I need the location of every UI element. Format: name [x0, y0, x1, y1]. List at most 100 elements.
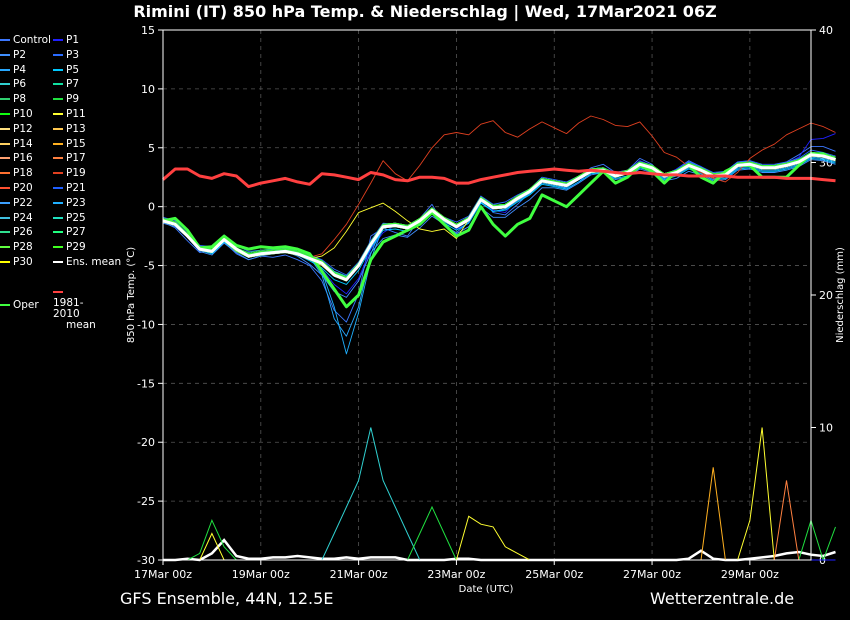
legend-label: P30: [13, 256, 33, 268]
legend-label: P3: [66, 48, 80, 61]
legend-swatch: [53, 187, 63, 189]
temperature-series: [162, 115, 837, 355]
legend-label: P16: [13, 152, 33, 165]
legend-item-p20: P20: [0, 181, 33, 195]
legend-item-control: Control: [0, 33, 51, 47]
x-tick-label: 25Mar 00z: [525, 568, 583, 581]
legend-item-p27: P27: [53, 225, 86, 239]
legend-label: P27: [66, 226, 86, 239]
x-tick-label: 21Mar 00z: [330, 568, 388, 581]
legend-item-p26: P26: [0, 225, 33, 239]
legend-label: 1981-2010 mean: [53, 297, 96, 331]
legend-swatch: [0, 246, 10, 249]
legend-label: Ens. mean: [66, 256, 122, 268]
legend-swatch: [53, 157, 63, 160]
y2-tick-label: 20: [819, 289, 833, 302]
legend-item-p7: P7: [53, 77, 79, 91]
legend-swatch: [53, 201, 63, 204]
legend-item-p1: P1: [53, 33, 79, 47]
legend-label: P13: [66, 122, 86, 135]
legend-label: P21: [66, 182, 86, 194]
legend-item-p12: P12: [0, 122, 33, 136]
y-tick-label: -15: [137, 377, 155, 390]
precip-line-p6: [163, 427, 836, 561]
legend-label: P9: [66, 93, 80, 106]
legend-item-p30: P30: [0, 255, 33, 269]
legend-swatch: [0, 187, 10, 189]
legend-item-p22: P22: [0, 196, 33, 210]
legend-label: P26: [13, 226, 33, 239]
y-tick-label: -5: [144, 260, 155, 273]
footer-site-credit[interactable]: Wetterzentrale.de: [650, 589, 795, 608]
legend-label: P14: [13, 137, 33, 150]
legend-swatch: [53, 216, 63, 219]
y-tick-label: -30: [137, 554, 155, 567]
plot-frame: [162, 29, 812, 561]
legend-swatch: [0, 201, 10, 204]
legend-item-p5: P5: [53, 63, 79, 77]
legend-item-p16: P16: [0, 151, 33, 165]
legend-swatch: [0, 172, 10, 175]
legend-swatch: [53, 142, 63, 145]
legend-label: P10: [13, 108, 33, 120]
grid-lines: [162, 29, 811, 561]
precipitation-series: [163, 427, 836, 562]
legend-item-p15: P15: [53, 137, 86, 151]
legend-item-p23: P23: [53, 196, 86, 210]
y-axis-label: 850 hPa Temp. (°C): [126, 247, 137, 343]
legend-label: P29: [66, 241, 86, 254]
legend-swatch: [0, 113, 10, 115]
series-line-oper: [162, 152, 837, 309]
legend-label: P15: [66, 137, 86, 150]
legend-label: P28: [13, 241, 33, 254]
legend-swatch: [53, 231, 63, 234]
legend-label: Control: [13, 34, 51, 46]
y-tick-label: -25: [137, 495, 155, 508]
legend-swatch: [0, 157, 10, 160]
x-tick-label: 23Mar 00z: [427, 568, 485, 581]
legend-swatch: [0, 142, 10, 145]
legend-label: P18: [13, 167, 33, 180]
legend-label: P7: [66, 78, 80, 91]
legend-swatch: [0, 98, 10, 101]
legend-label: P17: [66, 152, 86, 165]
legend-label: P22: [13, 196, 33, 209]
legend-label: P6: [13, 78, 27, 91]
x-tick-label: 27Mar 00z: [623, 568, 681, 581]
series-line-p19: [162, 115, 836, 258]
legend-swatch: [0, 304, 10, 306]
legend-swatch: [53, 172, 63, 175]
y-tick-label: 10: [141, 83, 155, 96]
legend-label: P23: [66, 196, 86, 209]
legend-swatch: [0, 216, 10, 219]
legend-item-p25: P25: [53, 211, 86, 225]
legend-item-1981-2010-mean: 1981-2010 mean: [53, 287, 96, 331]
legend-swatch: [53, 246, 63, 249]
legend-item-p28: P28: [0, 240, 33, 254]
legend-item-p6: P6: [0, 77, 26, 91]
x-axis-label: Date (UTC): [459, 584, 514, 595]
legend-item-p24: P24: [0, 211, 33, 225]
y-tick-label: 5: [148, 142, 155, 155]
legend-label: P11: [66, 108, 86, 120]
x-tick-label: 19Mar 00z: [232, 568, 290, 581]
legend-item-p21: P21: [53, 181, 86, 195]
y-tick-label: -10: [137, 318, 155, 331]
legend-swatch: [0, 68, 10, 71]
legend-item-p19: P19: [53, 166, 86, 180]
legend-item-p4: P4: [0, 63, 26, 77]
legend-item-oper: Oper: [0, 298, 39, 312]
precip-line-ens-mean: [163, 538, 836, 562]
y2-axis-label: Niederschlag (mm): [835, 247, 846, 343]
legend-swatch: [53, 98, 63, 101]
x-axis-ticks: 17Mar 00z 19Mar 00z 21Mar 00z 23Mar 00z 25Ma…: [134, 560, 779, 581]
legend-item-ens-mean: Ens. mean: [53, 255, 121, 269]
legend-swatch: [53, 261, 63, 263]
legend-swatch: [53, 127, 63, 130]
legend-item-p29: P29: [53, 240, 86, 254]
legend-item-p10: P10: [0, 107, 33, 121]
y-tick-label: -20: [137, 436, 155, 449]
x-tick-label: 29Mar 00z: [721, 568, 779, 581]
y-axis-ticks: 15 10 5 0 -5 -10 -15 -20 -25 -30: [137, 24, 163, 567]
